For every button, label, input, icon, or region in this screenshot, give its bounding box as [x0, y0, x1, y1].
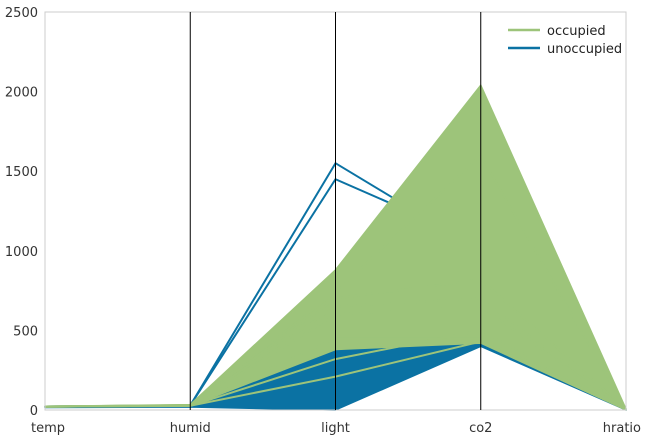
legend: occupied unoccupied	[500, 18, 622, 60]
legend-label-occupied: occupied	[547, 24, 606, 39]
y-tick-label: 1000	[5, 245, 38, 260]
x-tick-label-light: light	[321, 421, 350, 436]
x-tick-label-humid: humid	[170, 421, 211, 436]
y-tick-label: 0	[30, 404, 38, 419]
y-tick-label: 2000	[5, 86, 38, 101]
x-tick-label-co2: co2	[469, 421, 492, 436]
y-tick-label: 500	[13, 324, 38, 339]
y-tick-label: 1500	[5, 165, 38, 180]
legend-label-unoccupied: unoccupied	[547, 42, 622, 57]
axes-layer	[44, 11, 627, 411]
labels-layer: 0 500 1000 1500 2000 2500 temp humid light co2 hra…	[5, 6, 641, 436]
legend-background	[500, 18, 620, 60]
y-tick-label: 2500	[5, 6, 38, 21]
x-tick-label-hratio: hratio	[603, 421, 641, 436]
x-tick-label-temp: temp	[31, 421, 65, 436]
